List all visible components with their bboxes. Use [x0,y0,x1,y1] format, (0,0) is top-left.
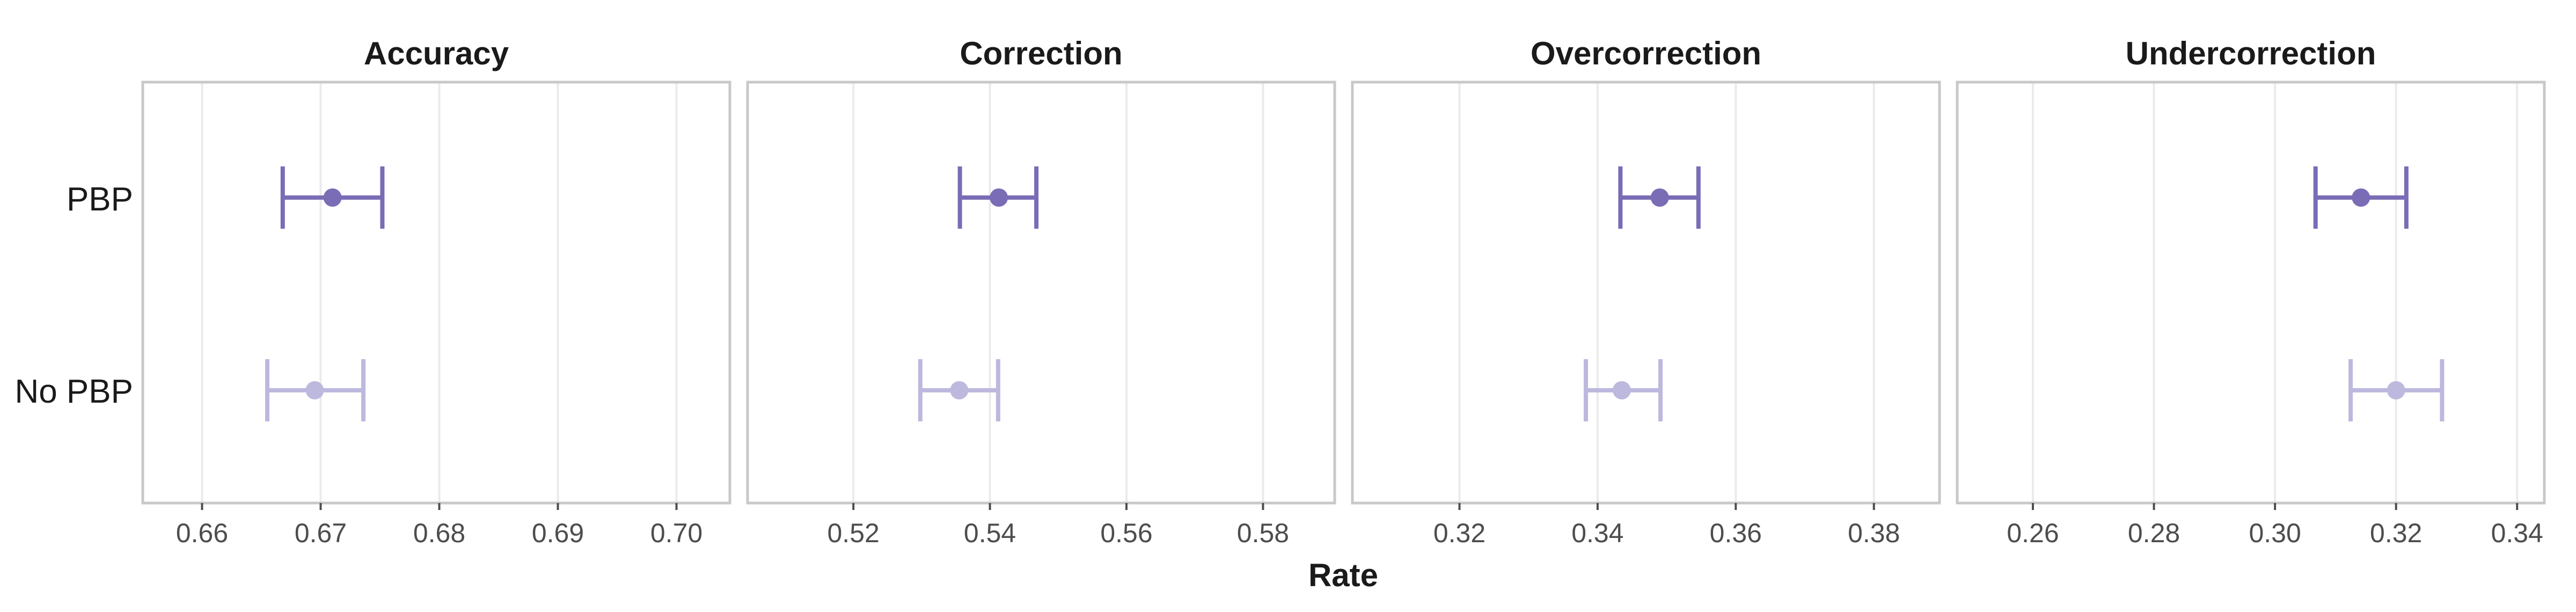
tick-label-accuracy-0-69: 0.69 [532,518,584,548]
tick-label-correction-0-54: 0.54 [964,518,1016,548]
panel-border-accuracy [141,81,731,505]
panel-title-accuracy: Accuracy [364,35,509,71]
panel-title-undercorrection: Undercorrection [2126,35,2376,71]
tick-label-overcorrection-0-34: 0.34 [1571,518,1623,548]
panel-correction: Correction 0.52 0.54 0.56 0.58 [746,35,1336,548]
point-undercorrection-pbp [2352,188,2370,207]
point-undercorrection-no-pbp [2387,381,2405,399]
panels: Accuracy 0.66 0.67 0.68 0.69 0.70 Correction 0.… [141,35,2546,548]
point-accuracy-no-pbp [305,381,324,399]
tick-label-undercorrection-0-26: 0.26 [2007,518,2059,548]
tick-label-accuracy-0-68: 0.68 [413,518,465,548]
point-accuracy-pbp [323,188,342,207]
tick-label-overcorrection-0-32: 0.32 [1433,518,1485,548]
point-overcorrection-pbp [1650,188,1669,207]
tick-label-correction-0-58: 0.58 [1237,518,1289,548]
tick-label-correction-0-52: 0.52 [828,518,880,548]
panel-title-correction: Correction [960,35,1122,71]
tick-label-undercorrection-0-28: 0.28 [2128,518,2180,548]
tick-label-accuracy-0-67: 0.67 [295,518,347,548]
row-labels: PBP No PBP [14,181,133,410]
panel-overcorrection: Overcorrection 0.32 0.34 0.36 0.38 [1351,35,1941,548]
panel-undercorrection: Undercorrection 0.26 0.28 0.30 0.32 0.34 [1956,35,2546,548]
panel-accuracy: Accuracy 0.66 0.67 0.68 0.69 0.70 [141,35,731,548]
tick-label-accuracy-0-66: 0.66 [176,518,228,548]
panel-border-undercorrection [1956,81,2546,505]
tick-label-undercorrection-0-34: 0.34 [2491,518,2543,548]
point-correction-pbp [990,188,1008,207]
tick-label-undercorrection-0-30: 0.30 [2249,518,2301,548]
x-axis-title: Rate [1308,557,1378,593]
point-correction-no-pbp [950,381,969,399]
tick-label-overcorrection-0-36: 0.36 [1710,518,1762,548]
tick-label-overcorrection-0-38: 0.38 [1848,518,1900,548]
panel-border-overcorrection [1351,81,1941,505]
panel-title-overcorrection: Overcorrection [1531,35,1761,71]
row-label-pbp: PBP [67,181,133,218]
panel-border-correction [746,81,1336,505]
tick-label-undercorrection-0-32: 0.32 [2370,518,2422,548]
tick-label-correction-0-56: 0.56 [1100,518,1152,548]
row-label-no-pbp: No PBP [14,373,133,410]
point-overcorrection-no-pbp [1612,381,1631,399]
tick-label-accuracy-0-70: 0.70 [650,518,702,548]
